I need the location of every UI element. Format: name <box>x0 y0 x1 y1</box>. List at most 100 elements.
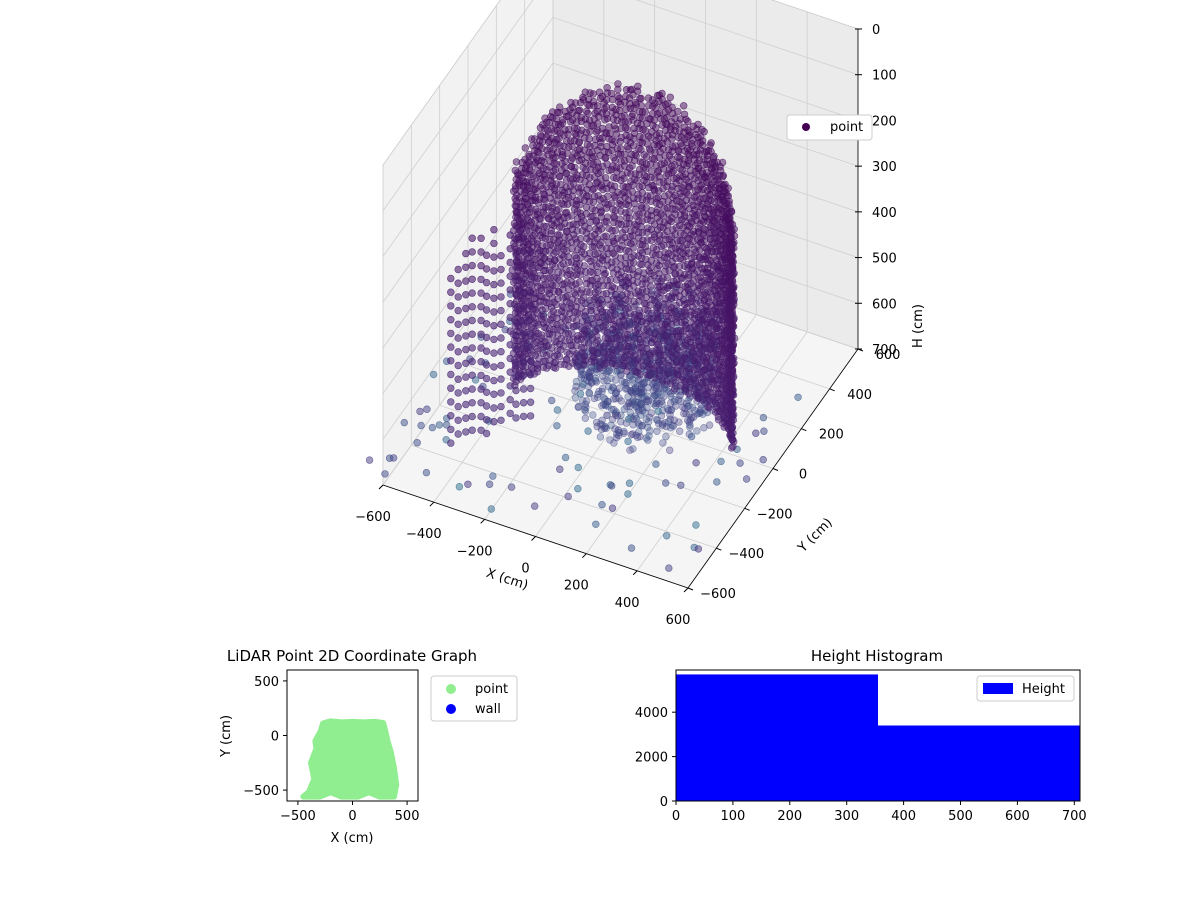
data-point-3d <box>447 398 455 406</box>
data-point-3d <box>506 313 514 322</box>
data-point-3d <box>560 163 569 172</box>
data-point-3d <box>611 389 620 398</box>
data-point-3d <box>581 400 590 408</box>
data-point-3d <box>533 368 542 376</box>
data-point-3d <box>696 407 704 415</box>
data-point-3d <box>675 338 683 346</box>
data-point-3d <box>551 165 560 174</box>
data-point-3d <box>627 544 636 552</box>
data-point-3d <box>454 389 462 397</box>
data-point-3d <box>490 253 498 261</box>
y-tick-label-3d: 200 <box>819 428 844 443</box>
data-point-3d <box>603 397 612 406</box>
data-point-3d <box>633 87 642 95</box>
data-point-3d <box>584 368 593 377</box>
data-point-3d <box>482 251 491 259</box>
data-point-3d <box>506 272 514 280</box>
data-point-3d <box>553 406 562 414</box>
data-point-3d <box>462 400 470 409</box>
data-point-3d <box>670 398 678 406</box>
data-point-3d <box>490 404 498 412</box>
data-point-3d <box>555 352 564 361</box>
data-point-3d <box>497 389 505 397</box>
y-tick-label-histogram: 0 <box>660 795 668 810</box>
data-point-3d <box>592 520 600 528</box>
data-point-3d <box>468 399 476 407</box>
data-point-3d <box>533 188 541 196</box>
data-point-3d <box>422 468 431 477</box>
data-point-3d <box>730 269 738 277</box>
data-point-3d <box>713 478 721 486</box>
data-point-3d <box>497 375 505 383</box>
data-point-3d <box>482 333 491 342</box>
data-point-3d <box>365 456 374 464</box>
data-point-3d <box>617 418 625 426</box>
data-point-3d <box>674 107 682 116</box>
data-point-3d <box>454 293 462 301</box>
data-point-3d <box>447 425 455 434</box>
data-point-3d <box>447 384 455 392</box>
data-point-3d <box>614 85 622 94</box>
data-point-3d <box>620 174 628 183</box>
data-point-3d <box>537 286 545 295</box>
data-point-3d <box>705 404 713 412</box>
data-point-3d <box>462 387 470 395</box>
data-point-3d <box>454 265 462 274</box>
data-point-3d <box>727 383 736 391</box>
z-tick-label-3d: 200 <box>872 114 897 129</box>
data-point-3d <box>489 472 497 480</box>
data-point-3d <box>727 288 736 296</box>
data-point-3d <box>677 481 685 489</box>
data-point-3d <box>691 406 699 415</box>
data-point-3d <box>581 312 589 320</box>
data-point-3d <box>637 223 645 231</box>
data-point-3d <box>482 265 491 273</box>
data-point-3d <box>417 421 425 430</box>
data-point-3d <box>447 316 455 324</box>
data-point-3d <box>603 376 611 385</box>
data-point-3d <box>482 416 491 424</box>
x-tick-label-histogram: 700 <box>1062 809 1087 824</box>
data-point-3d <box>512 263 520 271</box>
data-point-3d <box>568 329 576 337</box>
y-tick-label-2d: −500 <box>243 784 279 799</box>
data-point-3d <box>462 428 470 436</box>
data-point-3d <box>447 288 455 296</box>
data-point-3d <box>624 362 632 370</box>
data-point-3d <box>602 218 611 226</box>
x-tick-label-3d: 0 <box>521 562 529 577</box>
data-point-3d <box>630 385 638 394</box>
y-tick-mark-3d <box>772 468 779 471</box>
data-point-3d <box>607 374 615 382</box>
y-tick-label-3d: −400 <box>728 547 764 562</box>
z-tick-label-3d: 300 <box>872 160 897 175</box>
data-point-3d <box>512 386 520 395</box>
x-tick-mark-3d <box>480 518 486 524</box>
data-point-3d <box>454 334 462 342</box>
data-point-3d <box>497 416 505 424</box>
data-point-3d <box>597 238 605 246</box>
chart-title-2d: LiDAR Point 2D Coordinate Graph <box>227 647 477 665</box>
data-point-3d <box>526 343 535 351</box>
data-point-3d <box>650 116 658 125</box>
y-tick-mark-3d <box>829 388 835 392</box>
data-point-3d <box>591 377 600 385</box>
data-point-3d <box>585 224 593 233</box>
data-point-3d <box>700 237 708 246</box>
data-point-3d <box>728 276 737 284</box>
data-point-3d <box>610 406 618 414</box>
data-point-3d <box>571 394 580 402</box>
data-point-3d <box>455 483 464 491</box>
data-point-3d <box>530 502 539 510</box>
data-point-3d <box>610 310 619 318</box>
data-point-3d <box>490 322 498 330</box>
data-point-3d <box>585 390 593 398</box>
data-point-3d <box>468 385 476 393</box>
data-point-3d <box>490 226 498 234</box>
data-point-3d <box>684 117 692 126</box>
data-point-3d <box>724 184 732 192</box>
data-point-3d <box>526 247 535 256</box>
data-point-3d <box>661 479 670 487</box>
data-point-3d <box>664 406 673 414</box>
